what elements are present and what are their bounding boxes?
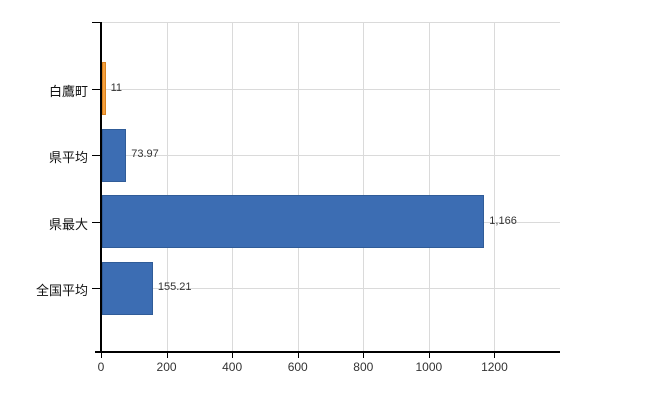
- x-axis-tick-label: 1000: [415, 360, 443, 374]
- y-axis-tick: [92, 155, 101, 156]
- y-axis-tick: [92, 221, 101, 223]
- x-axis-tick-label: 400: [222, 360, 243, 374]
- y-axis-tick: [92, 288, 101, 289]
- y-axis-category-label: 白鷹町: [48, 83, 88, 99]
- bar: [102, 128, 127, 182]
- bar-value-label: 1,166: [489, 214, 517, 227]
- y-axis-line: [100, 22, 102, 352]
- y-axis-category-label: 全国平均: [35, 283, 88, 298]
- gridline-horizontal: [101, 155, 560, 156]
- x-axis-tick: [232, 352, 234, 358]
- x-axis-tick: [428, 352, 430, 358]
- gridline-vertical: [232, 22, 234, 352]
- gridline-vertical: [166, 22, 168, 352]
- bar-value-label: 155.21: [157, 281, 192, 293]
- gridline-vertical: [363, 22, 365, 352]
- bar-value-label: 73.97: [131, 148, 159, 160]
- x-axis-tick-label: 200: [156, 360, 177, 374]
- bar-value-label: 11: [110, 81, 123, 94]
- bar: [102, 195, 485, 248]
- bar: [102, 62, 106, 115]
- x-axis-line: [95, 351, 560, 353]
- y-axis-top-tick: [92, 22, 101, 23]
- y-axis-category-label: 県平均: [48, 150, 88, 165]
- gridline-vertical: [297, 22, 299, 352]
- x-axis-tick: [166, 352, 168, 358]
- gridline-vertical: [428, 22, 430, 352]
- x-axis-tick: [101, 352, 102, 358]
- gridline-horizontal: [101, 288, 560, 289]
- x-axis-tick-label: 0: [97, 360, 105, 374]
- x-axis-tick: [297, 352, 299, 358]
- y-axis-tick: [92, 88, 101, 90]
- gridline-vertical: [494, 22, 496, 352]
- x-axis-tick-label: 800: [353, 360, 374, 374]
- plot-top-border: [101, 22, 560, 23]
- x-axis-tick: [363, 352, 365, 358]
- x-axis-tick-label: 600: [287, 360, 308, 374]
- x-axis-tick: [494, 352, 496, 358]
- bar: [102, 261, 153, 315]
- y-axis-category-label: 県最大: [48, 216, 88, 232]
- x-axis-tick-label: 1200: [481, 360, 508, 374]
- gridline-horizontal: [101, 88, 560, 90]
